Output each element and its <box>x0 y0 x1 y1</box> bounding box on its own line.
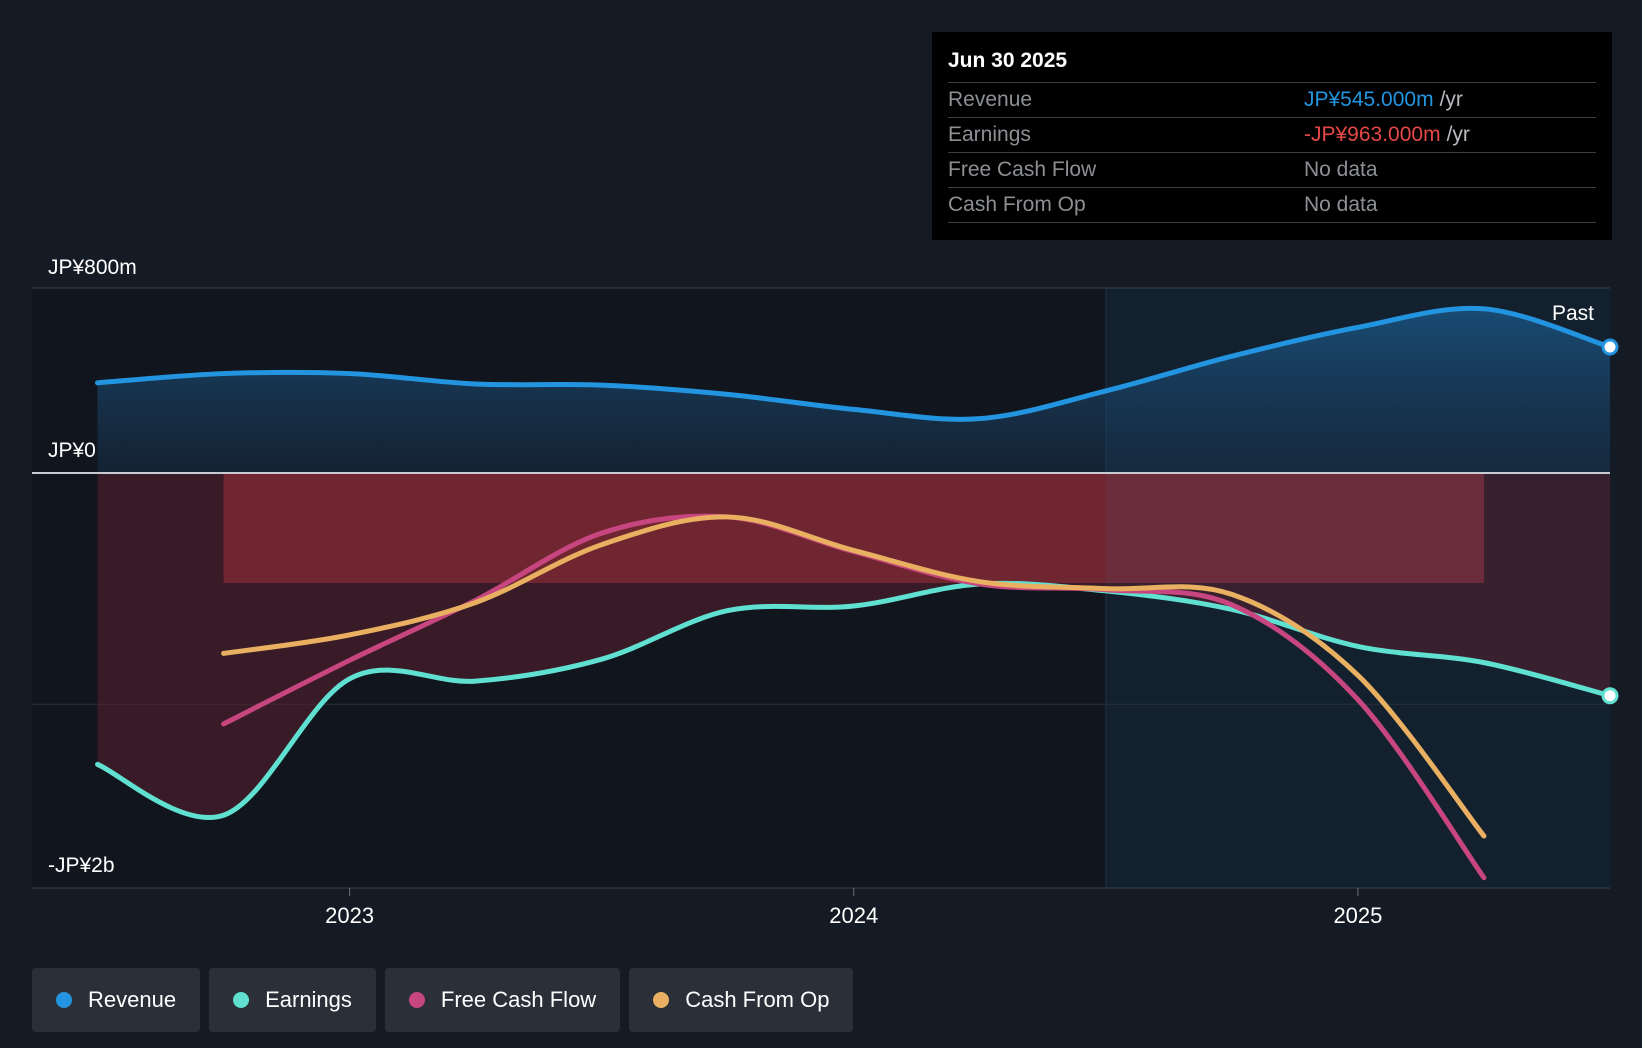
tooltip-value: No data <box>1304 193 1378 216</box>
series-line-cash-from-op <box>221 514 1487 839</box>
tooltip-row-free-cash-flow: Free Cash Flow No data <box>948 152 1596 187</box>
tooltip-label: Cash From Op <box>948 193 1086 216</box>
legend-label: Free Cash Flow <box>440 987 597 1012</box>
legend-label: Revenue <box>88 987 177 1012</box>
revenue-area <box>97 308 1611 473</box>
y-tick-label: JP¥0 <box>48 439 96 462</box>
tooltip-unit: /yr <box>1439 88 1463 111</box>
series-line-revenue <box>95 305 1613 422</box>
y-tick-label: -JP¥2b <box>48 854 115 877</box>
endpoint-marker <box>1601 687 1619 705</box>
legend-label: Earnings <box>265 987 352 1012</box>
legend-item-earnings[interactable]: Earnings <box>209 968 376 1032</box>
x-tick-label: 2025 <box>1333 903 1382 928</box>
axis-label-layer: JP¥800m JP¥0 -JP¥2b 2023 2024 2025 Past <box>48 256 1594 928</box>
earnings-area <box>97 473 1611 818</box>
tooltip-label: Free Cash Flow <box>948 158 1097 181</box>
tooltip-label: Earnings <box>948 123 1031 146</box>
tooltip-row-earnings: Earnings -JP¥963.000m /yr <box>948 117 1596 152</box>
past-label: Past <box>1552 302 1594 325</box>
legend-label: Cash From Op <box>685 987 830 1012</box>
legend-item-revenue[interactable]: Revenue <box>32 968 201 1032</box>
x-tick-label: 2023 <box>325 903 374 928</box>
tooltip-row-cash-from-op: Cash From Op No data <box>948 187 1596 223</box>
tooltip-date: Jun 30 2025 <box>948 49 1068 72</box>
legend-dot-icon <box>408 992 425 1008</box>
tooltip-unit: /yr <box>1446 123 1470 146</box>
endpoint-marker <box>1601 338 1619 356</box>
legend-dot-icon <box>233 992 250 1008</box>
legend-dot-icon <box>56 992 72 1008</box>
tooltip-label: Revenue <box>948 88 1033 111</box>
series-line-earnings <box>95 580 1613 820</box>
x-tick-label: 2024 <box>829 903 878 928</box>
legend-item-cash-from-op[interactable]: Cash From Op <box>629 968 854 1032</box>
tooltip-panel: Jun 30 2025 Revenue JP¥545.000m /yr Earn… <box>932 32 1612 240</box>
legend-dot-icon <box>653 992 670 1008</box>
series-line-layer <box>32 305 1619 881</box>
chart-legend: Revenue Earnings Free Cash Flow Cash Fro… <box>32 968 854 1032</box>
legend-item-free-cash-flow[interactable]: Free Cash Flow <box>384 968 621 1032</box>
area-fill-layer <box>97 308 1611 818</box>
y-tick-label: JP¥800m <box>48 256 137 279</box>
tooltip-row-revenue: Revenue JP¥545.000m /yr <box>948 82 1596 117</box>
tooltip-value: JP¥545.000m <box>1304 88 1434 111</box>
tooltip-value: -JP¥963.000m <box>1304 123 1441 146</box>
tooltip-value: No data <box>1304 158 1378 181</box>
